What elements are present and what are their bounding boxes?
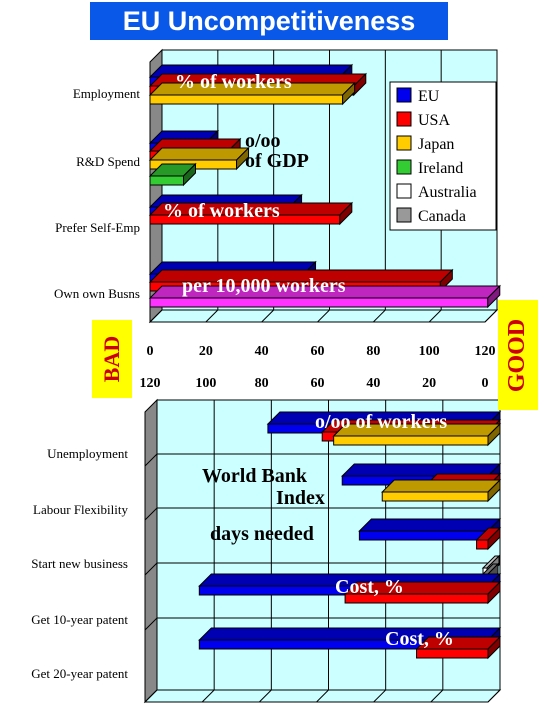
bottom-floor-line — [373, 689, 387, 703]
top-bar-r-d-spend-ireland — [148, 162, 197, 187]
bottom-annotation-2-line-1: World Bank — [202, 465, 308, 487]
legend-box — [389, 81, 497, 231]
top-x-tick: 40 — [255, 344, 269, 359]
legend-swatch-australia — [396, 183, 412, 199]
top-category-label-employment: Employment — [73, 86, 141, 101]
bottom-annotation-2-line-2: Index — [276, 487, 325, 509]
bottom-floor-line — [144, 689, 158, 703]
top-x-tick: 20 — [199, 344, 213, 359]
top-floor-line — [149, 309, 163, 323]
legend — [389, 81, 497, 231]
legend-label-eu: EU — [418, 88, 440, 105]
chart-title: EU Uncompetitiveness — [90, 2, 448, 40]
bottom-annotation-4: Cost, % — [335, 576, 404, 598]
bottom-floor-line — [430, 689, 444, 703]
top-reverse-tick: 120 — [140, 376, 161, 391]
legend-label-canada: Canada — [418, 208, 466, 225]
top-reverse-tick: 80 — [255, 376, 269, 391]
bottom-bar-get-10-year-patent-usa — [343, 580, 502, 605]
bottom-floor-line — [316, 689, 329, 703]
top-category-label-r-d-spend: R&D Spend — [76, 154, 140, 169]
top-x-tick: 100 — [419, 344, 440, 359]
bottom-category-label-labour-flexibility: Labour Flexibility — [33, 502, 128, 517]
bottom-category-label-get-20-year-patent: Get 20-year patent — [31, 666, 128, 681]
legend-swatch-japan — [396, 135, 412, 151]
bottom-annotation-5: Cost, % — [385, 628, 454, 650]
top-x-tick: 0 — [147, 344, 154, 359]
top-floor-line — [317, 309, 330, 323]
top-reverse-tick: 60 — [311, 376, 325, 391]
top-bar-own-own-busns-pink — [148, 284, 501, 309]
plot-side-wall — [144, 398, 158, 704]
top-reverse-tick: 20 — [422, 376, 436, 391]
top-floor-line — [428, 309, 442, 323]
top-x-tick: 60 — [311, 344, 325, 359]
bottom-separator-side — [144, 617, 158, 631]
top-annotation-2-line-1: o/oo — [245, 130, 281, 152]
bottom-separator-side — [144, 453, 158, 467]
top-floor-line — [372, 309, 386, 323]
bottom-floor-line — [201, 689, 215, 703]
legend-swatch-canada — [396, 207, 412, 223]
bottom-category-label-start-new-business: Start new business — [31, 556, 128, 571]
top-annotation-1: % of workers — [175, 71, 292, 93]
top-x-tick: 80 — [366, 344, 380, 359]
top-x-tick: 120 — [475, 344, 496, 359]
bottom-bar-labour-flexibility-japan — [381, 478, 502, 503]
top-annotation-2-line-2: of GDP — [245, 150, 309, 172]
bottom-separator-side — [144, 562, 158, 576]
top-floor-line — [261, 309, 275, 323]
top-floor-line — [484, 309, 498, 323]
bottom-floor-line — [258, 689, 272, 703]
bottom-bar-start-new-business-usa — [475, 526, 502, 551]
bottom-floor-line — [487, 689, 501, 703]
bottom-category-label-unemployment: Unemployment — [47, 446, 128, 461]
top-category-label-prefer-self-emp: Prefer Self-Emp — [55, 220, 140, 235]
legend-label-usa: USA — [418, 112, 450, 129]
legend-swatch-usa — [396, 111, 412, 127]
legend-swatch-eu — [396, 87, 412, 103]
bottom-category-label-get-10-year-patent: Get 10-year patent — [31, 612, 128, 627]
legend-label-ireland: Ireland — [418, 160, 463, 177]
legend-label-japan: Japan — [418, 136, 454, 153]
top-bar-employment-japan — [148, 81, 356, 106]
legend-swatch-ireland — [396, 159, 412, 175]
top-reverse-tick: 40 — [366, 376, 380, 391]
bad-label-text: BAD — [99, 335, 125, 383]
bottom-separator-side — [144, 507, 158, 521]
good-label: GOOD — [498, 300, 538, 410]
bottom-bar-unemployment-japan — [332, 422, 502, 447]
top-category-label-own-own-busns: Own own Busns — [54, 286, 140, 301]
bad-label: BAD — [92, 320, 132, 398]
good-label-text: GOOD — [504, 318, 531, 392]
legend-label-australia: Australia — [418, 184, 477, 201]
bottom-annotation-1: o/oo of workers — [315, 411, 447, 433]
top-annotation-4: per 10,000 workers — [182, 275, 346, 297]
top-annotation-3: % of workers — [163, 200, 280, 222]
bottom-bar-get-20-year-patent-usa — [415, 635, 502, 660]
bottom-bar-start-new-business-eu — [358, 517, 502, 542]
top-bar-prefer-self-emp-usa — [148, 201, 354, 226]
top-reverse-tick: 100 — [195, 376, 216, 391]
bottom-annotation-3: days needed — [210, 523, 314, 545]
top-floor-line — [205, 309, 219, 323]
top-reverse-tick: 0 — [482, 376, 489, 391]
